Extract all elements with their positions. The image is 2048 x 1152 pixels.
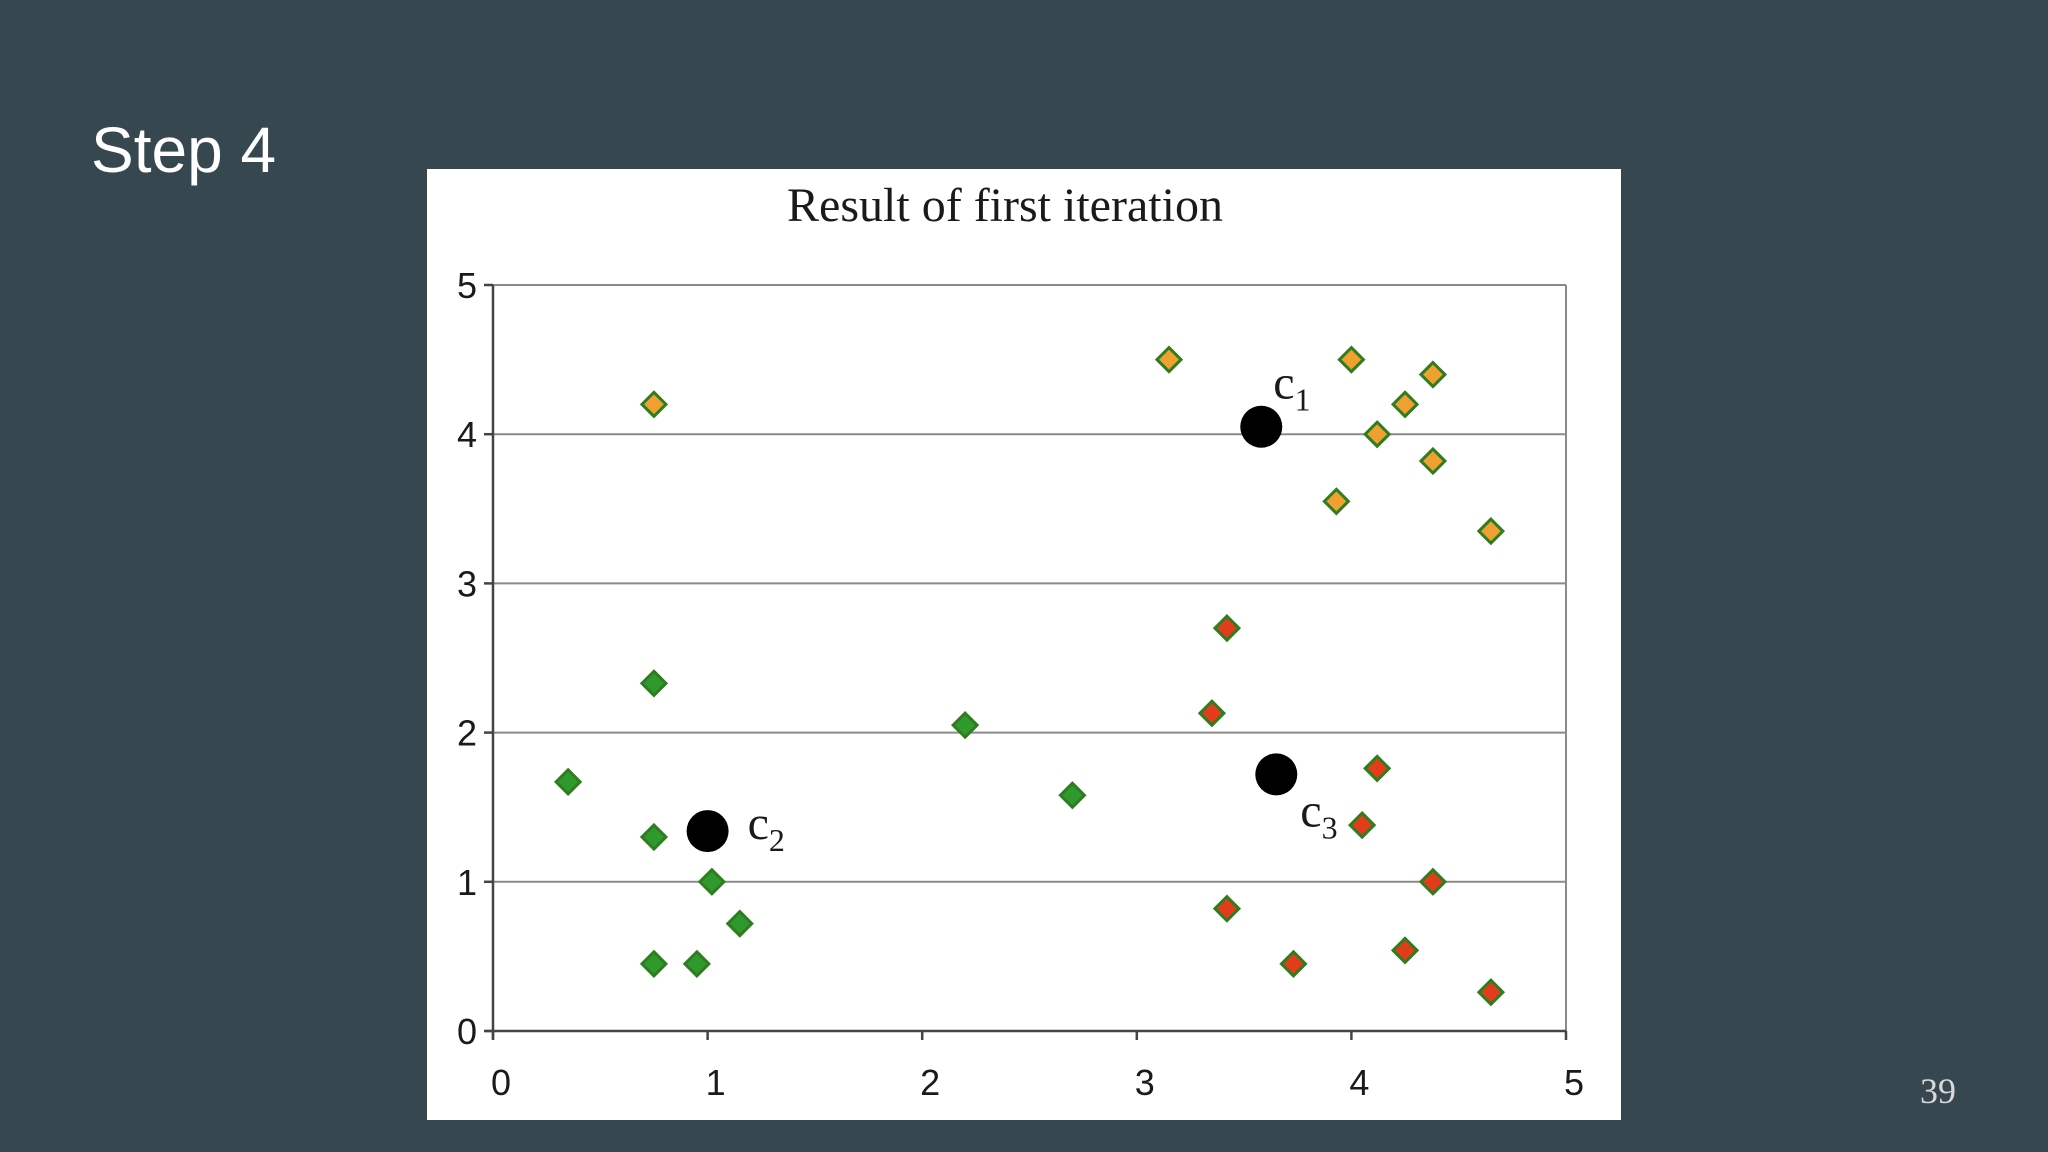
- y-tick-label-2: 2: [457, 713, 477, 754]
- grid-lines: [493, 284, 1566, 883]
- centroid-c3-marker: [1255, 753, 1298, 796]
- data-point-cluster3-3: [1363, 754, 1392, 783]
- y-tick-label-3: 3: [457, 563, 477, 604]
- slide-title: Step 4: [91, 114, 277, 186]
- centroid-c3-label: c3: [1300, 784, 1337, 845]
- data-point-cluster3-1: [1212, 614, 1242, 643]
- x-tick-label-2: 2: [920, 1062, 940, 1103]
- data-point-cluster1-5: [1390, 390, 1420, 419]
- data-points: [553, 345, 1506, 1007]
- data-point-cluster1-7: [1418, 446, 1448, 476]
- data-point-cluster1-2: [1154, 345, 1184, 374]
- x-tick-label-4: 4: [1349, 1062, 1369, 1103]
- centroid-c1-marker: [1240, 405, 1283, 448]
- data-point-cluster2-8: [950, 711, 980, 740]
- y-tick-label-5: 5: [457, 265, 477, 306]
- x-tick-label-1: 1: [706, 1062, 726, 1103]
- centroid-c2-label: c2: [748, 797, 785, 858]
- data-point-cluster3-4: [1348, 810, 1377, 840]
- data-point-cluster1-9: [1476, 517, 1506, 546]
- data-point-cluster3-7: [1279, 949, 1308, 978]
- axes: [484, 283, 1568, 1040]
- data-point-cluster2-5: [725, 909, 754, 938]
- x-tick-label-3: 3: [1135, 1062, 1155, 1103]
- data-point-cluster2-4: [697, 867, 727, 896]
- data-point-cluster3-2: [1197, 699, 1227, 728]
- y-tick-labels: 0 1 2 3 4 5: [457, 265, 477, 1052]
- chart-title: Result of first iteration: [787, 179, 1223, 232]
- page-number: 39: [1920, 1071, 1956, 1111]
- x-tick-label-0: 0: [491, 1062, 511, 1103]
- data-point-cluster1-1: [639, 390, 669, 419]
- centroid-c2-marker: [686, 810, 729, 853]
- centroids: c1 c2 c3: [686, 357, 1338, 858]
- centroid-c1-label: c1: [1273, 357, 1310, 418]
- data-point-cluster2-1: [639, 669, 669, 698]
- data-point-cluster1-8: [1322, 487, 1351, 516]
- data-point-cluster3-8: [1390, 936, 1420, 965]
- data-point-cluster3-9: [1476, 978, 1506, 1007]
- y-tick-label-1: 1: [457, 862, 477, 903]
- data-point-cluster1-4: [1418, 360, 1448, 389]
- data-point-cluster2-2: [553, 767, 583, 796]
- y-tick-label-4: 4: [457, 414, 477, 455]
- x-tick-label-5: 5: [1564, 1062, 1584, 1103]
- data-point-cluster2-6: [639, 949, 669, 978]
- data-point-cluster2-9: [1058, 781, 1087, 810]
- data-point-cluster3-5: [1418, 867, 1448, 896]
- data-point-cluster2-7: [682, 949, 711, 978]
- x-tick-labels: 0 1 2 3 4 5: [491, 1062, 1584, 1103]
- data-point-cluster1-3: [1337, 345, 1366, 374]
- data-point-cluster2-3: [639, 822, 669, 852]
- data-point-cluster1-6: [1363, 420, 1392, 449]
- y-tick-label-0: 0: [457, 1011, 477, 1052]
- data-point-cluster3-6: [1212, 894, 1242, 923]
